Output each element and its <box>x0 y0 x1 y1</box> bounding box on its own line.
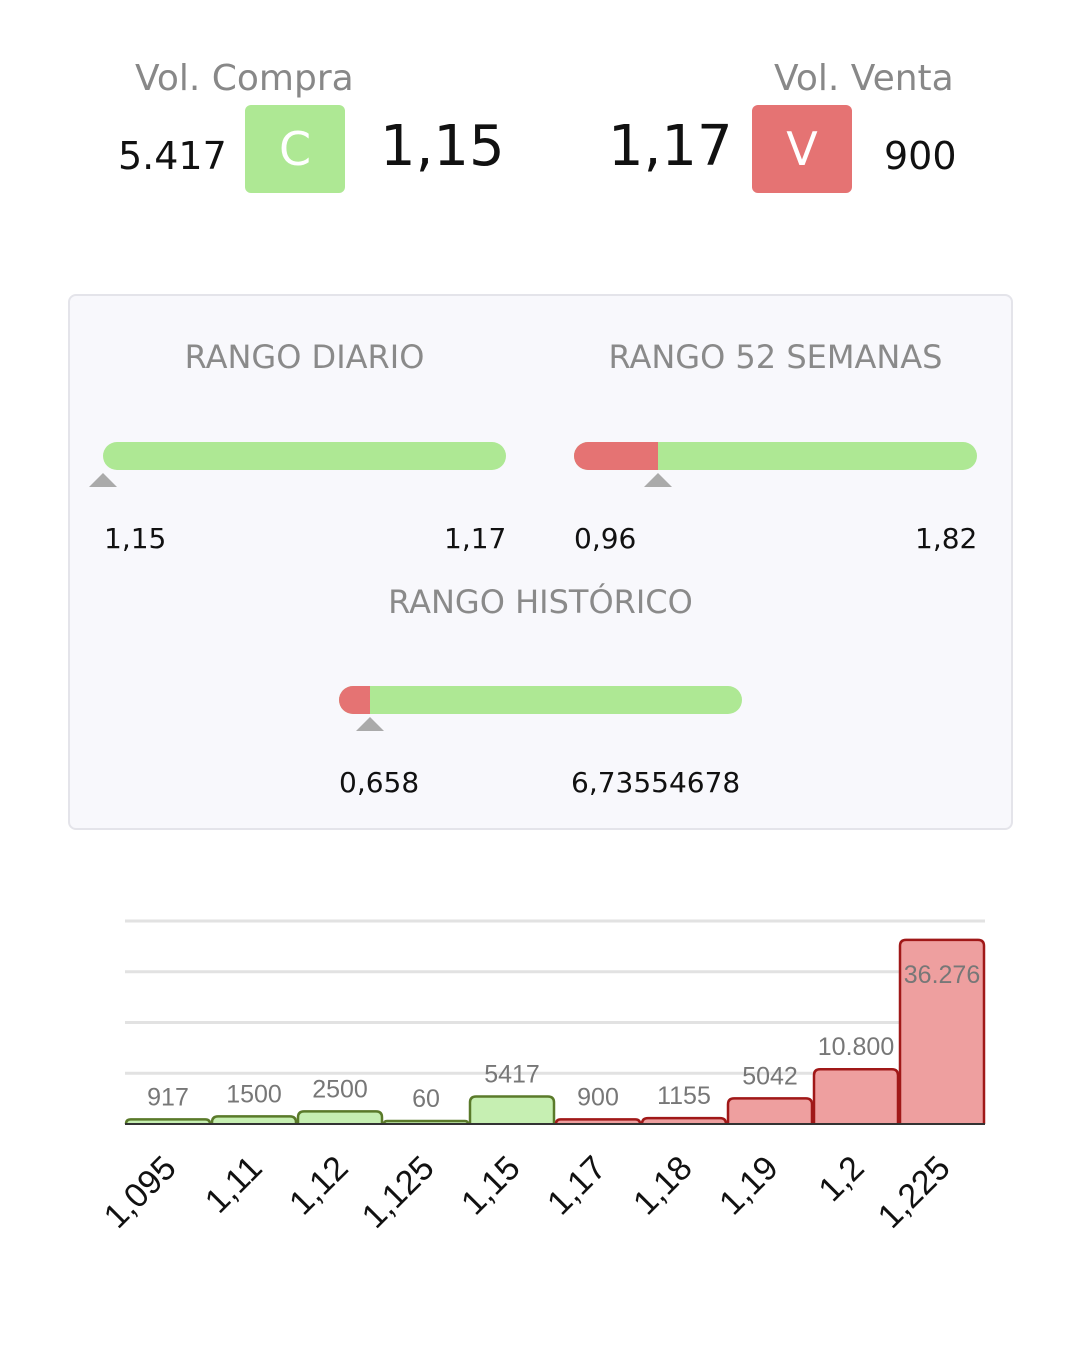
daily-range-marker <box>89 473 117 487</box>
bar-1,11 <box>210 1115 298 1124</box>
sell-volume: 900 <box>884 134 957 178</box>
bar-value-label: 10.800 <box>818 1033 894 1061</box>
bar-1,225 <box>898 938 986 1124</box>
sell-price: 1,17 <box>608 114 733 179</box>
bar-1,17 <box>554 1118 642 1125</box>
bar-value-label: 1155 <box>657 1082 711 1110</box>
bar-value-label: 5417 <box>484 1061 540 1089</box>
buy-volume-label: Vol. Compra <box>135 58 354 99</box>
daily-range-bar <box>103 442 506 470</box>
weeks52-range-min: 0,96 <box>574 522 637 555</box>
historic-range-title: RANGO HISTÓRICO <box>388 583 693 621</box>
x-tick-label: 1,18 <box>626 1149 700 1223</box>
ranges-card <box>68 294 1013 830</box>
x-tick-label: 1,19 <box>712 1149 786 1223</box>
bar-1,18 <box>640 1116 728 1125</box>
x-tick-label: 1,11 <box>198 1149 270 1221</box>
x-tick-label: 1,225 <box>871 1149 958 1236</box>
volume-chart: 917 1500 2500 60 5417 900 1155 5042 10.800 36.276… <box>97 919 986 1236</box>
sell-volume-label: Vol. Venta <box>774 58 954 99</box>
daily-range-min: 1,15 <box>104 522 167 555</box>
buy-volume: 5.417 <box>118 134 227 178</box>
bar-value-label: 2500 <box>312 1075 368 1103</box>
bar-1,2 <box>812 1067 900 1124</box>
bar-value-label: 36.276 <box>904 961 980 989</box>
bar-1,12 <box>296 1110 384 1124</box>
weeks52-range-title: RANGO 52 SEMANAS <box>608 338 943 376</box>
daily-range-title: RANGO DIARIO <box>184 338 425 376</box>
weeks52-range-max: 1,82 <box>915 522 978 555</box>
bar-value-label: 60 <box>412 1085 440 1113</box>
historic-range-marker <box>356 717 384 731</box>
x-tick-label: 1,125 <box>355 1149 442 1236</box>
sell-badge: V <box>752 105 852 193</box>
bar-value-label: 900 <box>577 1083 619 1111</box>
bar-value-label: 1500 <box>226 1080 282 1108</box>
weeks52-range-bar <box>574 442 977 470</box>
x-tick-label: 1,095 <box>97 1149 184 1236</box>
bar-value-label: 917 <box>147 1083 189 1111</box>
bar-1,095 <box>124 1118 212 1125</box>
x-tick-label: 1,12 <box>282 1149 356 1223</box>
buy-badge: C <box>245 105 345 193</box>
bar-value-label: 5042 <box>742 1062 798 1090</box>
x-tick-label: 1,15 <box>454 1149 528 1223</box>
historic-range-bar <box>339 686 742 714</box>
bar-1,19 <box>726 1097 814 1124</box>
buy-price: 1,15 <box>380 114 505 179</box>
x-tick-label: 1,2 <box>811 1149 871 1209</box>
historic-range-min: 0,658 <box>339 766 420 799</box>
x-tick-label: 1,17 <box>540 1149 614 1223</box>
daily-range-max: 1,17 <box>444 522 507 555</box>
weeks52-range-marker <box>644 473 672 487</box>
bar-1,15 <box>468 1095 556 1124</box>
historic-range-max: 6,73554678 <box>571 766 741 799</box>
